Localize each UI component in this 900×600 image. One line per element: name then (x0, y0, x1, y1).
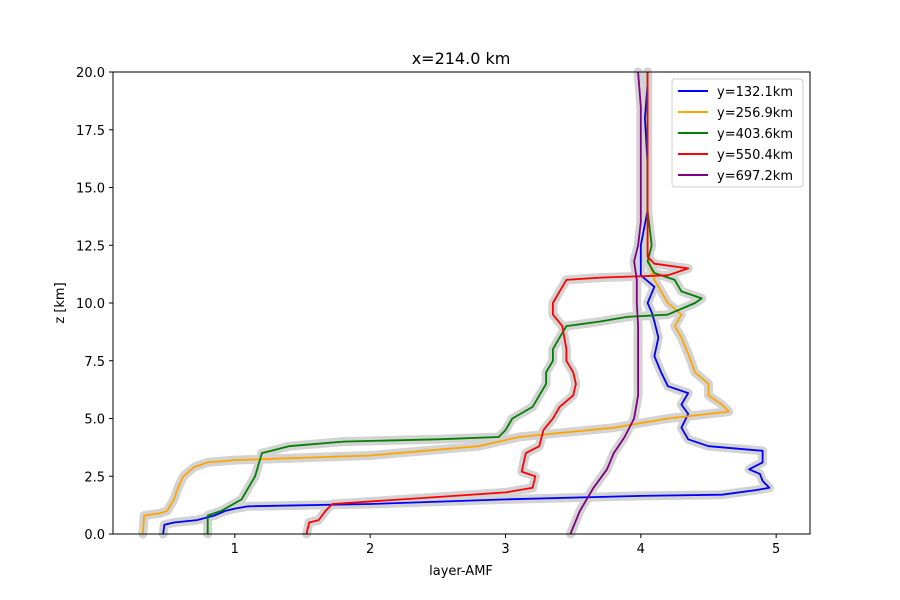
y-tick-label: 12.5 (76, 239, 105, 254)
x-tick-label: 5 (772, 542, 780, 557)
x-tick-label: 3 (501, 542, 509, 557)
series-lines (141, 71, 771, 535)
x-tick-label: 4 (637, 542, 645, 557)
legend-box (671, 78, 804, 188)
x-tick-label: 2 (366, 542, 374, 557)
legend-label-1: y=132.1km (717, 85, 793, 100)
y-tick-label: 5.0 (84, 413, 105, 428)
x-tick-label: 1 (231, 542, 239, 557)
y-tick-label: 15.0 (76, 182, 105, 197)
legend-label-5: y=697.2km (717, 169, 793, 184)
legend: y=132.1km y=256.9km y=403.6km y=550.4km y=69… (671, 78, 804, 188)
series-line-1 (162, 72, 771, 535)
y-tick-label: 7.5 (84, 355, 105, 370)
legend-label-3: y=403.6km (717, 127, 793, 142)
legend-label-4: y=550.4km (717, 148, 793, 163)
series-line-4 (305, 72, 690, 535)
y-tick-label: 10.0 (76, 297, 105, 312)
y-tick-label: 2.5 (84, 470, 105, 485)
chart-title: x=214.0 km (412, 49, 511, 68)
y-tick-label: 20.0 (76, 66, 105, 81)
x-axis-ticks: 1 2 3 4 5 (231, 534, 780, 557)
x-axis-label: layer-AMF (429, 564, 493, 579)
y-tick-label: 17.5 (76, 124, 105, 139)
series-line-3 (206, 72, 703, 534)
y-axis-label: z [km] (53, 282, 68, 323)
legend-label-2: y=256.9km (717, 106, 793, 121)
y-axis-ticks: 0.0 2.5 5.0 7.5 10.0 12.5 15.0 17.5 20.0 (76, 66, 113, 543)
series-line-2 (141, 72, 730, 535)
series-line-5 (569, 71, 642, 535)
y-tick-label: 0.0 (84, 528, 105, 543)
